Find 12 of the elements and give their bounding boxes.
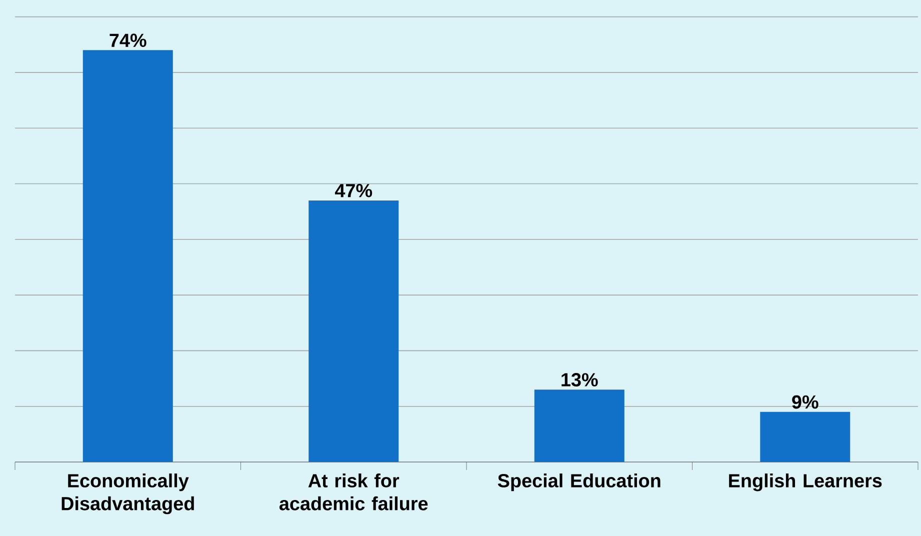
bar	[82, 50, 173, 462]
x-tick-label: English Learners	[729, 474, 882, 492]
bar	[534, 390, 624, 462]
data-label: 13%	[562, 373, 598, 386]
bar	[760, 412, 850, 462]
data-label: 47%	[334, 184, 372, 198]
bar	[308, 200, 399, 462]
x-tick-label: At risk for academic failure	[279, 474, 428, 510]
data-label: 74%	[110, 34, 146, 47]
data-label: 9%	[792, 395, 818, 409]
x-tick-label: Economically Disadvantaged	[62, 474, 194, 514]
x-tick-label: Special Education	[498, 474, 660, 492]
